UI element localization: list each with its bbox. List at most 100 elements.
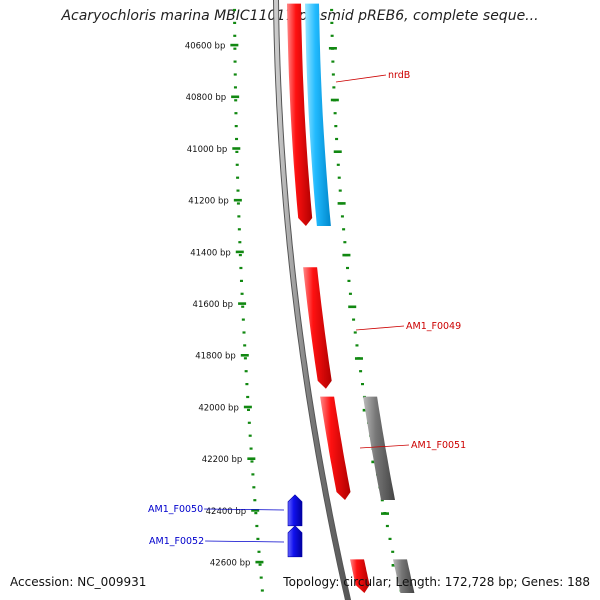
gene-AM1_F0049[interactable] bbox=[303, 267, 332, 389]
minor-tick-left bbox=[237, 228, 241, 231]
minor-tick-right bbox=[359, 370, 363, 373]
minor-tick-left bbox=[252, 486, 256, 489]
minor-tick-left bbox=[243, 357, 247, 360]
minor-tick-right bbox=[361, 383, 365, 386]
major-tick-left bbox=[247, 457, 256, 460]
minor-tick-right bbox=[334, 125, 338, 128]
tick-label: 42400 bp bbox=[206, 507, 247, 517]
major-tick-left bbox=[243, 405, 252, 409]
minor-tick-right bbox=[330, 8, 334, 12]
minor-tick-left bbox=[244, 370, 248, 373]
minor-tick-left bbox=[233, 47, 237, 50]
minor-tick-left bbox=[234, 125, 238, 128]
minor-tick-right bbox=[342, 228, 346, 231]
minor-tick-right bbox=[385, 524, 389, 528]
tick-label: 42200 bp bbox=[202, 455, 243, 465]
feature-label[interactable]: nrdB bbox=[388, 70, 410, 81]
minor-tick-left bbox=[254, 512, 258, 515]
major-tick-left bbox=[235, 250, 244, 254]
minor-tick-right bbox=[332, 86, 336, 89]
major-tick-left bbox=[251, 509, 260, 512]
minor-tick-right bbox=[343, 241, 347, 244]
minor-tick-right bbox=[331, 73, 335, 76]
major-tick-right bbox=[333, 150, 342, 153]
major-tick-right bbox=[348, 305, 357, 309]
minor-tick-left bbox=[260, 589, 264, 592]
minor-tick-left bbox=[257, 550, 261, 553]
major-tick-right bbox=[342, 253, 351, 257]
tick-label: 41200 bp bbox=[188, 197, 229, 207]
minor-tick-left bbox=[256, 537, 260, 540]
major-tick-left bbox=[240, 354, 249, 357]
backbone-line bbox=[273, 0, 351, 600]
minor-tick-right bbox=[331, 60, 335, 63]
label-leader-line bbox=[205, 540, 285, 543]
minor-tick-left bbox=[233, 34, 237, 37]
major-tick-left bbox=[255, 560, 264, 564]
major-tick-right bbox=[380, 512, 389, 515]
label-leader-line bbox=[355, 325, 405, 331]
tick-label: 41600 bp bbox=[193, 300, 234, 310]
minor-tick-left bbox=[241, 305, 245, 308]
gene-grey-feature-2[interactable] bbox=[393, 559, 415, 593]
minor-tick-left bbox=[233, 60, 237, 63]
feature-label[interactable]: AM1_F0050 bbox=[148, 504, 203, 515]
minor-tick-right bbox=[330, 34, 334, 37]
feature-label[interactable]: AM1_F0052 bbox=[149, 536, 204, 547]
minor-tick-left bbox=[236, 176, 240, 179]
tick-label: 42600 bp bbox=[210, 559, 251, 569]
gene-red-gene-2[interactable] bbox=[350, 559, 370, 593]
topology-summary: Topology: circular; Length: 172,728 bp; … bbox=[283, 575, 590, 589]
minor-tick-left bbox=[241, 318, 245, 321]
minor-tick-right bbox=[338, 189, 342, 192]
major-tick-right bbox=[328, 47, 337, 50]
minor-tick-right bbox=[340, 215, 344, 218]
minor-tick-left bbox=[233, 21, 237, 24]
minor-tick-left bbox=[259, 576, 263, 579]
minor-tick-left bbox=[251, 473, 255, 476]
major-tick-left bbox=[231, 95, 240, 99]
gene-AM1_F0051[interactable] bbox=[320, 396, 351, 500]
minor-tick-left bbox=[248, 434, 252, 437]
minor-tick-left bbox=[258, 563, 262, 566]
minor-tick-right bbox=[391, 550, 395, 553]
tick-label: 42000 bp bbox=[198, 403, 239, 413]
major-tick-right bbox=[330, 98, 339, 102]
minor-tick-left bbox=[235, 163, 239, 166]
gene-red-gene-1[interactable] bbox=[287, 3, 313, 226]
minor-tick-left bbox=[236, 202, 240, 205]
minor-tick-right bbox=[355, 344, 359, 347]
minor-tick-left bbox=[255, 524, 259, 528]
gene-AM1_F0050[interactable] bbox=[287, 494, 303, 527]
tick-label: 40800 bp bbox=[186, 93, 227, 103]
minor-tick-right bbox=[330, 21, 334, 24]
minor-tick-right bbox=[353, 331, 357, 334]
minor-tick-left bbox=[239, 279, 243, 282]
minor-tick-right bbox=[336, 163, 340, 166]
tick-label: 41000 bp bbox=[187, 145, 228, 155]
minor-tick-left bbox=[250, 460, 254, 463]
minor-tick-right bbox=[388, 537, 392, 540]
label-leader-line bbox=[335, 74, 387, 83]
minor-tick-left bbox=[253, 499, 257, 502]
tick-label: 41400 bp bbox=[190, 248, 231, 258]
minor-tick-left bbox=[235, 137, 239, 141]
minor-tick-left bbox=[233, 86, 237, 89]
minor-tick-left bbox=[234, 99, 238, 102]
backbone-layer bbox=[272, 0, 352, 600]
minor-tick-left bbox=[236, 189, 240, 192]
minor-tick-right bbox=[337, 176, 341, 179]
feature-layer bbox=[287, 3, 415, 593]
gene-AM1_F0052[interactable] bbox=[287, 525, 303, 558]
major-tick-right bbox=[337, 202, 346, 205]
minor-tick-left bbox=[234, 112, 238, 115]
minor-tick-right bbox=[346, 266, 350, 270]
minor-tick-left bbox=[238, 241, 242, 244]
feature-label[interactable]: AM1_F0051 bbox=[411, 440, 466, 451]
gene-grey-feature-1[interactable] bbox=[363, 396, 395, 500]
label-layer: 40600 bp 40800 bp 41000 bp 41200 bp 41400 bp… bbox=[148, 42, 466, 569]
feature-label[interactable]: AM1_F0049 bbox=[406, 321, 461, 332]
gene-nrdB[interactable] bbox=[305, 3, 331, 226]
